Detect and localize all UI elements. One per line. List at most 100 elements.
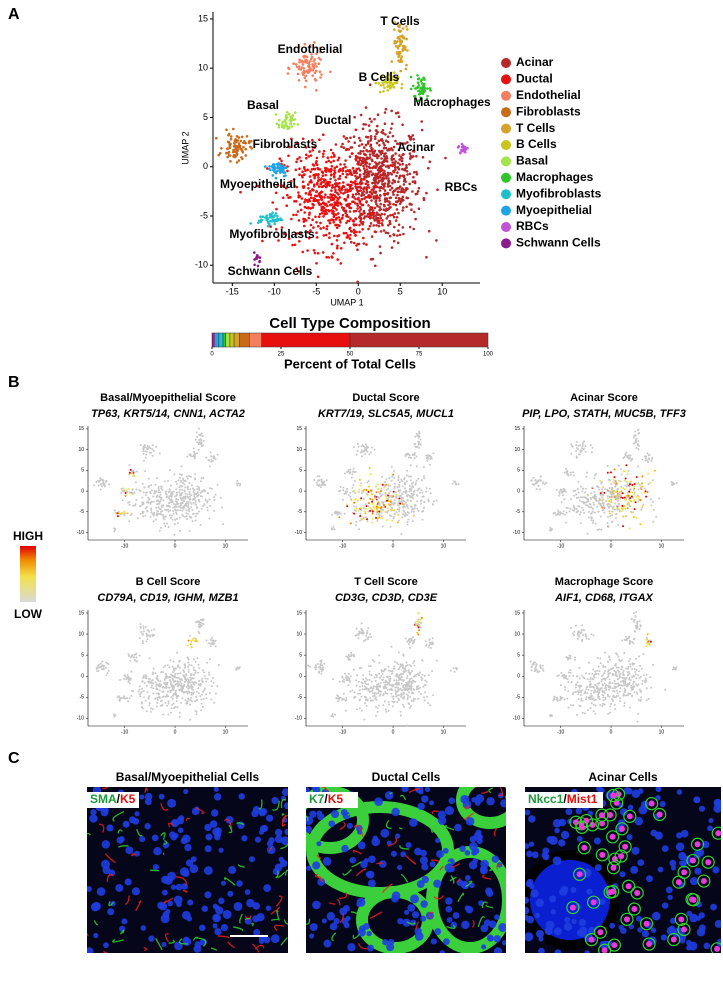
cell-dot [362,678,364,680]
cell-dot [382,525,384,527]
cell-dot [389,185,392,188]
cell-dot [171,675,173,677]
y-tick-label: 10 [296,447,302,453]
cell-dot [347,676,349,678]
cell-dot [322,215,325,218]
cell-dot [390,670,392,672]
cell-dot [382,129,385,132]
cell-dot [364,215,367,218]
cell-dot [189,682,191,684]
cell-dot [142,502,144,504]
cell-dot [461,143,464,146]
legend-swatch [501,124,511,134]
cell-dot [228,151,231,154]
cell-dot [417,190,420,193]
cell-dot [382,177,385,180]
cell-dot [334,528,336,530]
cell-dot [399,495,401,497]
cell-dot [393,679,395,681]
cell-dot [633,499,635,501]
cell-dot [150,501,152,503]
cell-dot [152,672,154,674]
cluster [335,694,347,702]
cell-dot [391,688,393,690]
cell-dot [300,209,303,212]
cell-dot [388,197,391,200]
cluster [205,451,218,467]
cell-dot [403,655,405,657]
cell-dot [287,72,290,75]
cell-dot [183,676,185,678]
cell-dot [593,504,595,506]
cell-dot [387,684,389,686]
cell-dot [539,476,541,478]
cell-dot [146,634,148,636]
cell-dot [144,682,146,684]
cell-dot [328,232,331,235]
cluster-label: Myoepithelial [220,177,296,191]
y-tick-label: -10 [295,716,302,722]
cell-dot [174,509,176,511]
cell-dot [151,629,153,631]
cell-dot [175,481,177,483]
cell-dot [150,687,152,689]
cell-dot [396,675,398,677]
cell-dot [346,220,349,223]
cell-dot [417,620,419,622]
cell-dot [433,500,435,502]
cell-dot [565,468,567,470]
cell-dot [403,478,405,480]
cell-dot [362,165,365,168]
cell-dot [374,449,376,451]
cell-dot [142,448,144,450]
cell-dot [390,526,392,528]
cell-dot [637,443,639,445]
cell-dot [391,520,393,522]
cell-dot [577,481,579,483]
cell-dot [140,631,142,633]
cell-dot [333,154,336,157]
cell-dot [149,516,151,518]
cell-dot [402,206,405,209]
cell-dot [201,623,203,625]
cell-dot [368,502,370,504]
cell-dot [346,505,348,507]
cell-dot [412,640,414,642]
cell-dot [309,190,312,193]
y-tick-label: -5 [298,509,303,515]
cell-dot [275,192,278,195]
cell-dot [411,692,413,694]
cell-dot [366,299,369,302]
cell-dot [378,501,380,503]
cell-dot [374,201,377,204]
cell-dot [338,516,340,518]
x-tick-label: 10 [441,543,447,549]
cell-dot [151,489,153,491]
cell-dot [361,622,363,624]
cell-dot [426,696,428,698]
cell-dot [391,155,394,158]
cell-dot [359,174,362,177]
cell-dot [286,194,289,197]
cell-dot [196,436,198,438]
cell-dot [122,697,124,699]
cell-dot [363,178,366,181]
cell-dot [145,626,147,628]
cell-dot [361,160,364,163]
cell-dot [365,191,368,194]
cell-dot [379,695,381,697]
cell-dot [239,666,241,668]
feature-title: T Cell Score [354,576,418,588]
cell-dot [162,704,164,706]
cell-dot [180,494,182,496]
cell-dot [633,437,635,439]
cell-dot [387,676,389,678]
cell-dot [384,122,387,125]
cell-dot [360,513,362,515]
cell-dot [176,483,178,485]
cell-dot [378,654,380,656]
cell-dot [387,177,390,180]
cell-dot [585,501,587,503]
cell-dot [409,664,411,666]
cell-dot [406,677,408,679]
